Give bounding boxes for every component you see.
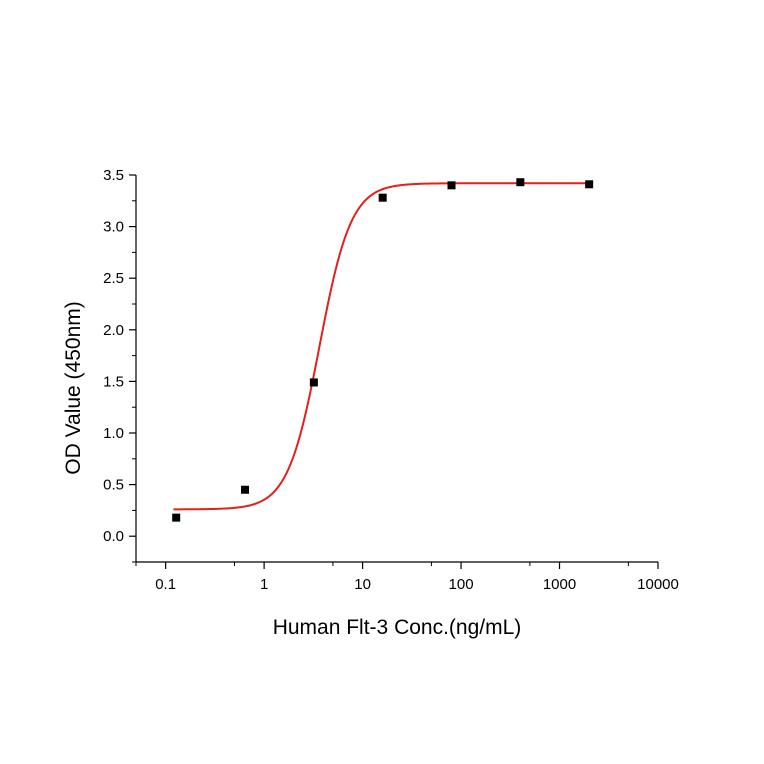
x-tick-label: 10 [354, 576, 371, 593]
y-axis-ticks: 0.0 0.5 1.0 1.5 2.0 2.5 3.0 3.5 [103, 167, 136, 563]
x-tick-label: 10000 [637, 576, 679, 593]
y-tick-label: 2.0 [103, 322, 124, 339]
y-tick-label: 1.0 [103, 425, 124, 442]
y-tick-label: 3.5 [103, 167, 124, 184]
data-point [309, 378, 318, 387]
y-tick-label: 1.5 [103, 373, 124, 390]
x-tick-label: 100 [449, 576, 474, 593]
data-point [585, 180, 594, 189]
data-point [447, 181, 456, 190]
data-point [378, 193, 387, 202]
y-tick-label: 0.5 [103, 477, 124, 494]
y-tick-label: 2.5 [103, 270, 124, 287]
x-axis-title: Human Flt-3 Conc.(ng/mL) [273, 616, 522, 639]
y-tick-label: 3.0 [103, 219, 124, 236]
x-tick-label: 1000 [543, 576, 576, 593]
y-tick-label: 0.0 [103, 528, 124, 545]
y-axis-title: OD Value (450nm) [62, 301, 85, 475]
x-axis-ticks: 0.1 1 10 100 1000 10000 [135, 562, 679, 593]
data-point [172, 513, 181, 522]
fit-curve [173, 182, 590, 511]
plot-area [135, 175, 658, 563]
x-tick-label: 0.1 [155, 576, 176, 593]
data-point [241, 485, 250, 494]
data-point [516, 178, 525, 187]
x-tick-label: 1 [260, 576, 268, 593]
data-points [172, 178, 594, 522]
